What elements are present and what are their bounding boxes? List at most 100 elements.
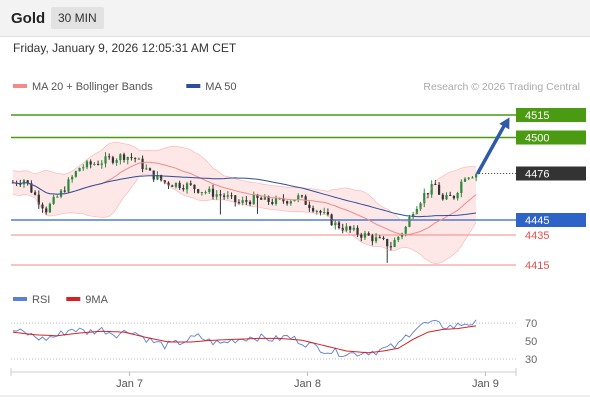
candle-body <box>56 196 59 198</box>
candle-body <box>30 183 33 193</box>
candle-body <box>434 184 437 186</box>
last-price-box <box>516 166 586 181</box>
legend-swatch <box>13 84 27 88</box>
candle-body <box>245 200 248 202</box>
candle-body <box>345 226 348 231</box>
candle-body <box>226 195 229 197</box>
candle-body <box>323 212 326 214</box>
rsi-tick-30: 30 <box>525 354 537 366</box>
candle-body <box>67 179 70 192</box>
candle-body <box>363 233 367 238</box>
candle-body <box>445 194 448 200</box>
candle-body <box>208 188 211 193</box>
candle-body <box>356 227 359 235</box>
candle-body <box>389 246 393 248</box>
candle-body <box>430 184 433 195</box>
candle-body <box>456 192 459 199</box>
candle-body <box>352 227 355 230</box>
candle-body <box>85 161 89 168</box>
rsi-legend-rsi: RSI <box>32 294 50 306</box>
candle-body <box>167 182 170 186</box>
candle-body <box>441 194 444 200</box>
candle-body <box>119 154 122 161</box>
candle-body <box>315 210 318 212</box>
rsi-legend-swatch <box>13 297 27 301</box>
candle-body <box>122 154 126 160</box>
candle-body <box>230 195 233 197</box>
resistance-label-4500: 4500 <box>525 133 549 145</box>
candle-body <box>156 175 159 180</box>
candle-body <box>371 235 374 242</box>
candle-body <box>260 197 263 200</box>
candle-body <box>300 195 304 197</box>
rsi-legend-swatch <box>66 297 81 301</box>
candle-body <box>52 196 55 204</box>
top-bar: Gold 30 MIN <box>0 0 590 37</box>
candle-body <box>48 203 52 213</box>
candle-body <box>393 239 396 247</box>
legend-item-ma20-bollinger: MA 20 + Bollinger Bands <box>32 81 153 93</box>
rsi-legend-ma: 9MA <box>85 294 108 306</box>
bollinger-band-fill <box>12 142 477 264</box>
candle-body <box>82 167 85 169</box>
candle-body <box>241 200 244 204</box>
candle-body <box>256 194 259 198</box>
candle-body <box>148 168 152 171</box>
candle-body <box>475 174 478 178</box>
candle-body <box>185 183 189 190</box>
candle-body <box>349 226 352 230</box>
interval-button[interactable]: 30 MIN <box>51 7 104 29</box>
candle-body <box>419 203 422 209</box>
candle-body <box>89 161 92 165</box>
candle-body <box>78 167 81 172</box>
candle-body <box>200 192 203 194</box>
symbol-title: Gold <box>11 10 46 27</box>
candle-body <box>171 185 174 187</box>
candle-body <box>367 233 370 236</box>
candle-body <box>96 163 100 165</box>
candle-body <box>274 198 278 204</box>
candle-body <box>33 192 37 195</box>
projection-arrow-head <box>499 117 510 130</box>
candle-body <box>311 208 315 212</box>
candle-body <box>319 210 322 213</box>
candle-body <box>204 192 207 194</box>
candle-body <box>71 176 74 180</box>
candle-body <box>400 233 404 237</box>
candle-body <box>437 184 441 195</box>
bollinger-lower-line <box>12 173 477 264</box>
candle-body <box>126 157 129 160</box>
candle-body <box>404 226 407 234</box>
candle-body <box>297 195 300 200</box>
candle-body <box>286 201 289 204</box>
rsi-tick-70: 70 <box>525 318 537 330</box>
candle-body <box>360 234 363 238</box>
resistance-label-box <box>516 108 586 122</box>
candle-body <box>145 168 148 170</box>
candle-body <box>93 163 96 165</box>
candle-body <box>463 178 467 182</box>
candle-body <box>215 194 218 197</box>
candle-body <box>382 237 385 240</box>
bollinger-upper-line <box>12 141 477 223</box>
candle-body <box>130 157 133 159</box>
candle-body <box>267 196 270 202</box>
candle-body <box>193 184 196 190</box>
candle-body <box>115 160 118 163</box>
candle-body <box>234 195 237 203</box>
candle-body <box>26 180 29 184</box>
pivot-label-4445: 4445 <box>525 215 549 227</box>
candle-body <box>460 181 463 193</box>
candle-body <box>108 156 111 158</box>
candle-body <box>341 228 344 231</box>
candle-body <box>408 217 411 227</box>
candle-body <box>74 171 77 177</box>
candle-body <box>412 213 415 218</box>
x-tick-label: Jan 7 <box>116 378 143 390</box>
ma50-line <box>12 175 477 218</box>
candle-body <box>289 201 292 204</box>
x-tick-label: Jan 9 <box>472 378 499 390</box>
legend-swatch <box>186 84 201 88</box>
candle-body <box>189 183 192 185</box>
